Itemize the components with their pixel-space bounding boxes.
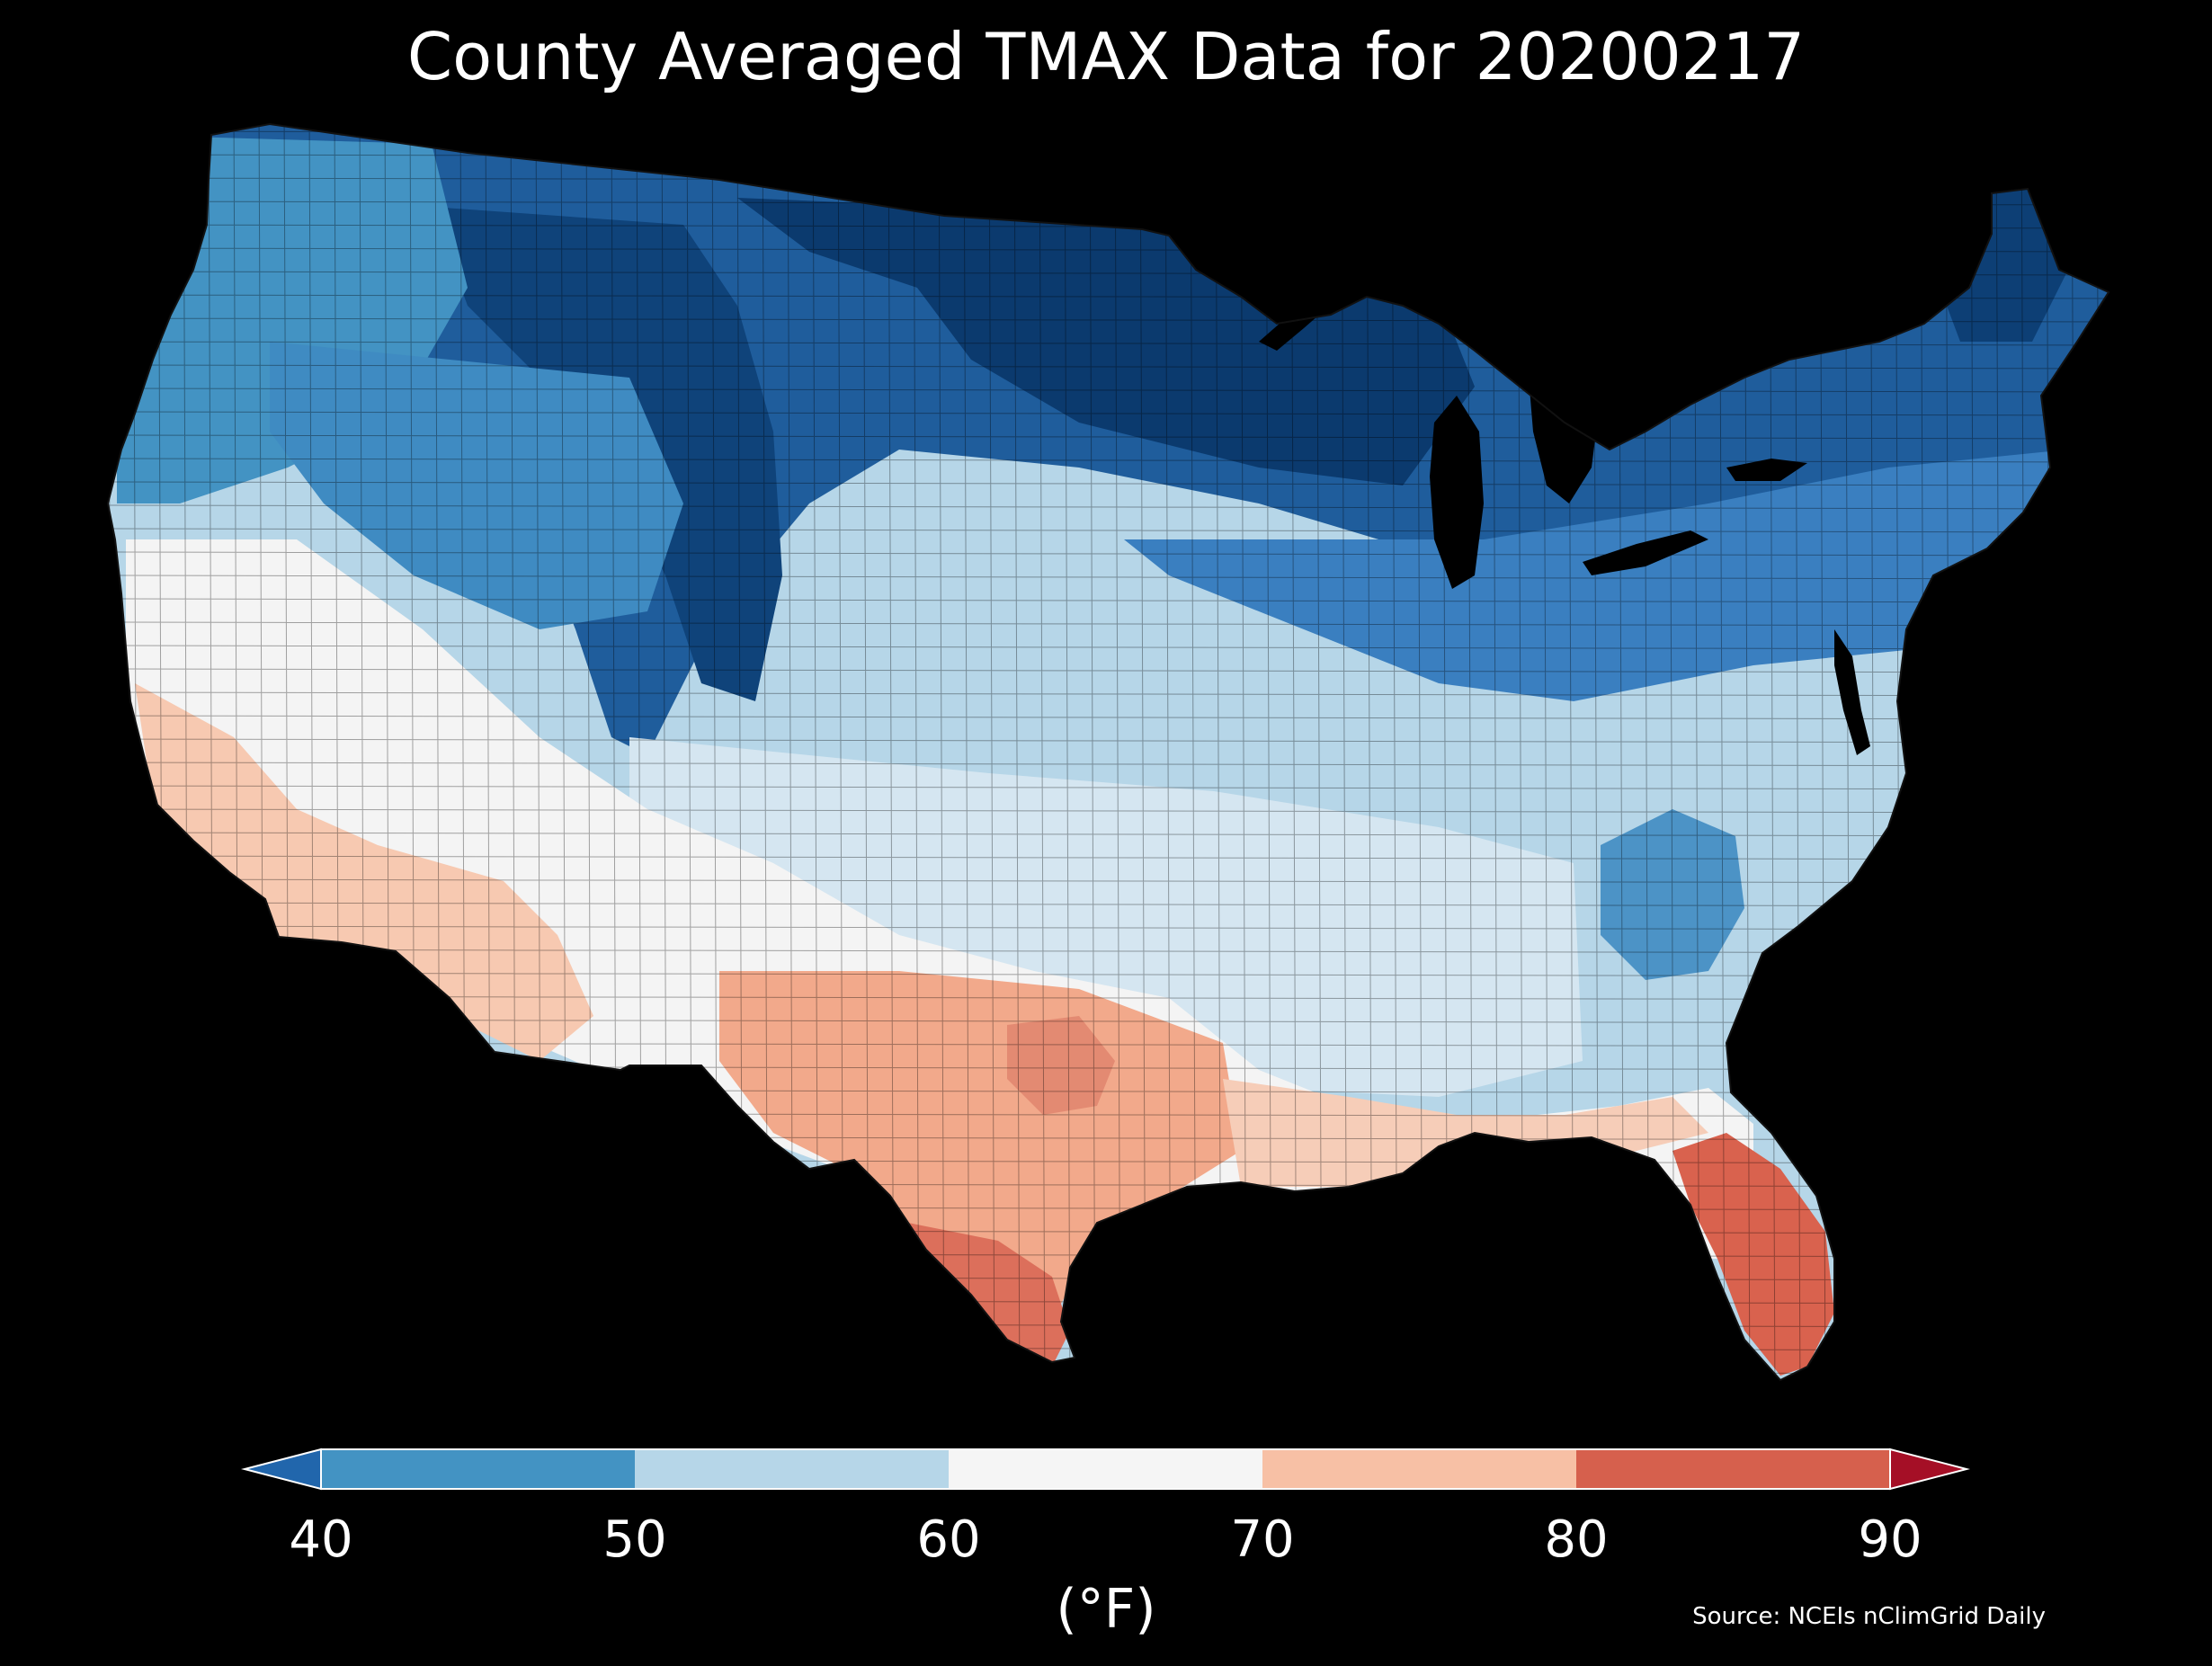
lake-ontario [1726,459,1807,481]
colorbar-tick-80: 80 [1544,1510,1609,1569]
colorbar-unit-label: (°F) [1056,1578,1156,1641]
great-basin-cool-band [270,342,683,629]
map-title: County Averaged TMAX Data for 20200217 [406,19,1806,94]
florida-hot [1672,1133,1834,1376]
chesapeake-bay [1834,629,1870,755]
south-texas-hot [908,1223,1070,1367]
lake-michigan [1430,396,1484,589]
colorbar-bin-70-80 [1262,1449,1576,1489]
source-credit: Source: NCEIs nClimGrid Daily [1692,1603,2046,1630]
colorbar-tick-60: 60 [916,1510,981,1569]
lake-huron [1529,369,1601,503]
colorbar-tick-50: 50 [602,1510,667,1569]
colorbar-extend-low [241,1448,322,1491]
southern-california-warm [135,683,593,1061]
colorbar-tick-70: 70 [1230,1510,1295,1569]
colorbar-outline [320,1448,1891,1490]
colorbar-bin-80-90 [1576,1449,1890,1489]
colorbar-extend-high [1889,1448,1970,1491]
lake-erie [1583,530,1708,575]
colorbar-swatches [241,1448,1970,1491]
colorbar-bin-40-50 [321,1449,635,1489]
appalachian-cool-pocket [1601,809,1744,980]
colorbar-tick-40: 40 [289,1510,353,1569]
colorbar-tick-90: 90 [1858,1510,1922,1569]
great-lakes [1259,270,1870,755]
colorbar-bin-60-70 [949,1449,1262,1489]
lake-superior [1259,270,1385,351]
central-texas-hot [1007,1016,1115,1115]
colorbar-bin-50-60 [635,1449,949,1489]
northeast-cool-band [1124,450,2068,701]
